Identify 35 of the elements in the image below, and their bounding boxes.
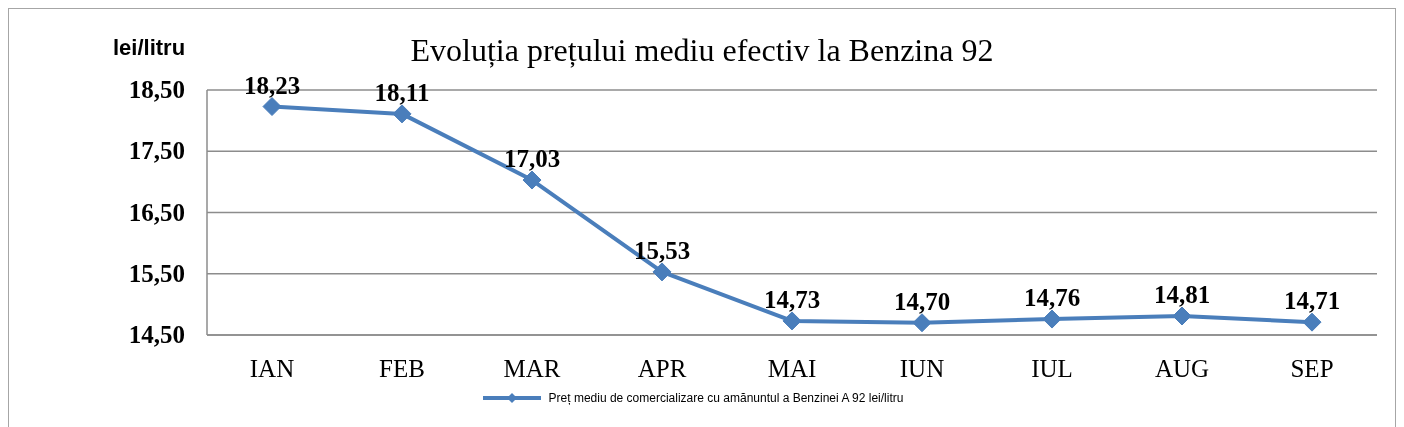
y-tick-label: 18,50 bbox=[128, 76, 185, 103]
x-tick-label: IAN bbox=[249, 355, 295, 382]
legend-label: Preț mediu de comercializare cu amănuntul a Benzinei A 92 lei/litru bbox=[548, 391, 904, 405]
point bbox=[1172, 306, 1192, 326]
y-tick-label: 17,50 bbox=[128, 137, 185, 165]
y-axis-title: lei/litru bbox=[113, 35, 186, 62]
x-tick-label: AUG bbox=[1154, 355, 1210, 382]
x-tick-label: APR bbox=[637, 355, 687, 382]
point bbox=[652, 262, 672, 282]
x-tick-label: IUL bbox=[1031, 355, 1073, 382]
data-label: 14,81 bbox=[1153, 281, 1211, 309]
data-label: 14,76 bbox=[1023, 284, 1081, 312]
data-label: 17,03 bbox=[503, 145, 561, 173]
x-tick-label: MAR bbox=[503, 355, 561, 382]
data-label: 14,73 bbox=[763, 285, 821, 313]
point bbox=[392, 104, 412, 124]
data-label: 14,70 bbox=[893, 287, 951, 315]
y-tick-label: 16,50 bbox=[128, 198, 185, 226]
point bbox=[1042, 309, 1062, 329]
x-tick-label: IUN bbox=[899, 355, 945, 382]
data-label: 14,71 bbox=[1283, 287, 1341, 315]
y-tick-label: 14,50 bbox=[128, 321, 185, 348]
x-tick-label: FEB bbox=[379, 355, 425, 382]
data-label: 18,11 bbox=[374, 78, 430, 106]
y-tick-label: 15,50 bbox=[128, 259, 185, 287]
data-label: 18,23 bbox=[243, 71, 301, 99]
point bbox=[522, 170, 542, 190]
point bbox=[262, 97, 282, 117]
chart-title: Evoluția prețului mediu efectiv la Benzina 92 bbox=[410, 32, 994, 68]
x-tick-label: SEP bbox=[1290, 355, 1334, 382]
point bbox=[912, 313, 932, 333]
point bbox=[782, 311, 802, 331]
x-tick-label: MAI bbox=[767, 355, 817, 382]
data-label: 15,53 bbox=[633, 236, 691, 264]
point bbox=[1302, 312, 1322, 332]
